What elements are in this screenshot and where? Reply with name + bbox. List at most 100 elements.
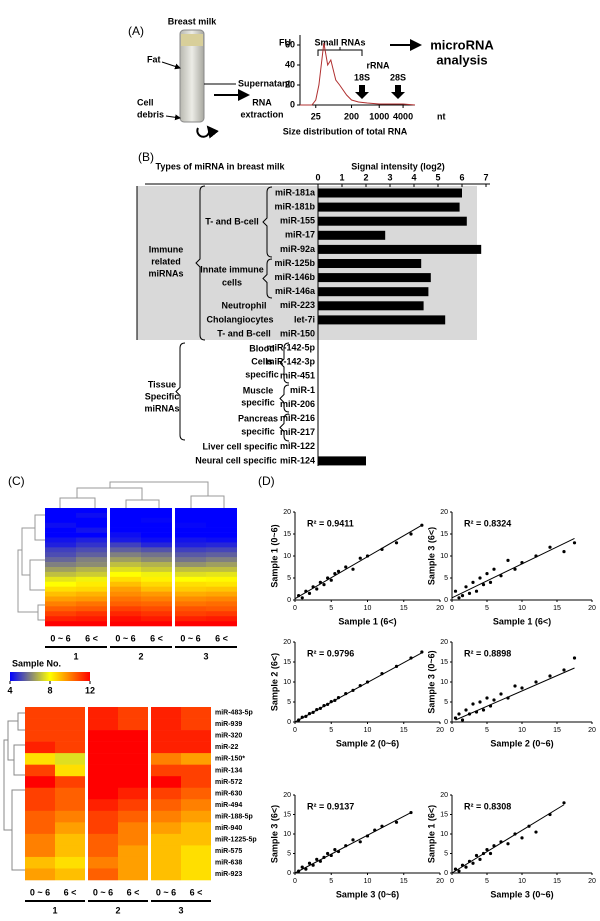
- x-tick-label: 15: [400, 605, 408, 612]
- caption: Size distribution of total RNA: [283, 126, 408, 136]
- heat-cell: [45, 508, 76, 514]
- y-tick-label: 15: [440, 659, 448, 666]
- bar: [318, 216, 467, 226]
- heat-cell: [45, 522, 76, 528]
- heat-cell: [118, 810, 148, 823]
- heat-cell: [141, 601, 172, 607]
- point: [562, 801, 566, 805]
- heat-cell: [141, 591, 172, 597]
- point: [474, 853, 479, 858]
- heat-cell: [118, 764, 148, 777]
- heat-cell: [110, 616, 141, 622]
- value-axis-title: Signal intensity (log2): [351, 161, 445, 171]
- x-tick-label: 15: [553, 878, 561, 885]
- group-label: Neural cell specific: [195, 455, 277, 465]
- point: [488, 580, 493, 585]
- heat-cell: [110, 552, 141, 558]
- heat-cell: [118, 776, 148, 789]
- point: [344, 565, 348, 569]
- heat-cell: [110, 591, 141, 597]
- y-axis-label: Sample 3 (6<): [269, 805, 279, 863]
- heat-cell: [55, 776, 85, 789]
- heat-cell: [76, 527, 107, 533]
- group-label: Tissue: [148, 379, 176, 389]
- heat-cell: [88, 868, 118, 881]
- heat-cell: [76, 547, 107, 553]
- row-label: miR-638: [215, 860, 242, 867]
- category-axis-title: Types of miRNA in breast milk: [155, 161, 285, 171]
- y-tick-label: 15: [283, 659, 291, 666]
- heat-cell: [45, 547, 76, 553]
- heat-cell: [55, 718, 85, 731]
- heat-cell: [110, 562, 141, 568]
- heat-cell: [110, 537, 141, 543]
- heat-cell: [45, 512, 76, 519]
- heat-cell: [206, 567, 237, 573]
- y-tick-label: 15: [283, 811, 291, 818]
- y-axis-label: Sample 1 (0~6): [269, 524, 279, 587]
- bar: [318, 230, 386, 240]
- tube: [179, 29, 205, 123]
- colorbar-title: Sample No.: [12, 658, 61, 668]
- heat-cell: [175, 542, 206, 548]
- group-label: 3: [178, 905, 183, 915]
- column-label: 6 <: [85, 633, 98, 643]
- heat-cell: [118, 845, 148, 858]
- y-tick-label: 5: [287, 699, 291, 706]
- heat-cell: [181, 799, 211, 812]
- group-label: Pancreas: [238, 413, 278, 423]
- y-tick-label: 10: [283, 553, 291, 560]
- heat-cell: [141, 562, 172, 568]
- annotation: R² = 0.8308: [464, 801, 511, 811]
- x-tick-label: 15: [553, 727, 561, 734]
- point: [520, 686, 524, 690]
- x-tick-label: 5: [329, 878, 333, 885]
- heat-cell: [151, 833, 181, 846]
- point: [460, 718, 465, 722]
- x-tick-label: 25: [311, 111, 321, 121]
- point: [513, 567, 517, 571]
- column-label: 6 <: [215, 633, 228, 643]
- point: [513, 684, 517, 688]
- y-tick-label: 0: [287, 719, 291, 726]
- category-label: miR-92a: [280, 244, 316, 254]
- heat-cell: [206, 581, 237, 587]
- heat-cell: [151, 787, 181, 800]
- heat-cell: [141, 616, 172, 622]
- bar: [318, 188, 462, 198]
- row-label: miR-630: [215, 790, 242, 797]
- bracket: [279, 384, 290, 413]
- heat-cell: [141, 508, 172, 514]
- group-label: specific: [245, 369, 279, 379]
- category-label: miR-146a: [275, 286, 316, 296]
- point: [548, 545, 552, 549]
- heat-cell: [88, 776, 118, 789]
- fat-layer: [181, 34, 203, 46]
- heat-cell: [181, 707, 211, 719]
- point: [326, 851, 330, 856]
- x-tick-label: 5: [329, 605, 333, 612]
- heat-cell: [45, 591, 76, 597]
- point: [351, 838, 355, 842]
- heat-cell: [76, 512, 107, 519]
- y-tick-label: 20: [440, 509, 448, 516]
- row-label: miR-575: [215, 848, 242, 855]
- category-label: miR-125b: [274, 258, 315, 268]
- heat-cell: [181, 787, 211, 800]
- x-tick-label: 3: [387, 172, 392, 182]
- heat-cell: [141, 532, 172, 538]
- heat-cell: [88, 787, 118, 800]
- heat-cell: [45, 606, 76, 612]
- y-tick-label: 20: [285, 79, 295, 89]
- heat-cell: [181, 776, 211, 789]
- heat-cell: [118, 707, 148, 719]
- heat-cell: [141, 552, 172, 558]
- heat-cell: [76, 581, 107, 587]
- y-tick-label: 15: [283, 531, 291, 538]
- y-tick-label: 15: [440, 811, 448, 818]
- point: [457, 596, 461, 600]
- point: [464, 708, 468, 712]
- point: [481, 583, 486, 587]
- heat-cell: [55, 822, 85, 835]
- heat-cell: [118, 718, 148, 731]
